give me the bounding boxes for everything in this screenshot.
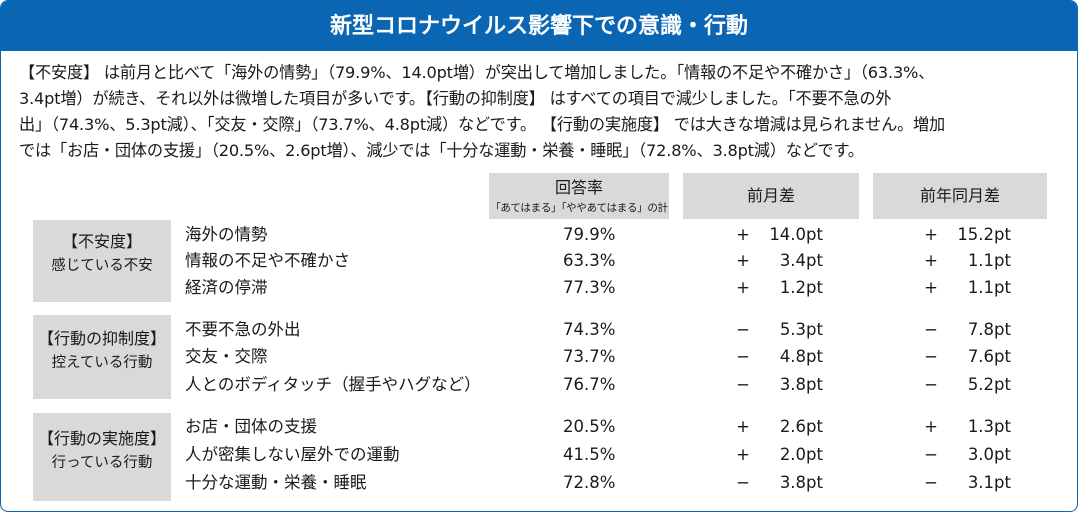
- column-header-prev-year-label: 前年同月差: [919, 186, 1000, 205]
- table-row-item: 海外の情勢: [185, 225, 268, 244]
- table-row-month-value: 14.0pt: [769, 225, 823, 244]
- table-row-item: 不要不急の外出: [185, 320, 301, 339]
- table-row-rate: 41.5%: [563, 445, 616, 464]
- table-row-year-sign: −: [924, 320, 938, 339]
- table-row-year-value: 1.1pt: [967, 251, 1011, 270]
- table-row-year-sign: −: [924, 473, 938, 492]
- table-row-year-value: 1.3pt: [967, 417, 1011, 436]
- table-row-item: 人が密集しない屋外での運動: [185, 445, 400, 464]
- table-row-year-value: 3.1pt: [967, 473, 1011, 492]
- table-row-month-sign: +: [736, 417, 750, 436]
- table-row-month-sign: +: [736, 445, 750, 464]
- table-row-rate: 20.5%: [563, 417, 616, 436]
- table-row-year-value: 5.2pt: [967, 375, 1011, 394]
- table-row-rate: 76.7%: [563, 375, 616, 394]
- table-row-month-sign: +: [736, 251, 750, 270]
- table-row-item: 情報の不足や不確かさ: [185, 251, 350, 270]
- table-row-year-sign: +: [924, 417, 938, 436]
- table-row-year-value: 7.8pt: [967, 320, 1011, 339]
- table-row-year-value: 7.6pt: [967, 347, 1011, 366]
- table-row-month-value: 5.3pt: [779, 320, 823, 339]
- table-row-rate: 73.7%: [563, 347, 616, 366]
- table-row-year-value: 15.2pt: [957, 225, 1011, 244]
- table-row-year-sign: +: [924, 251, 938, 270]
- table-row-year-sign: −: [924, 445, 938, 464]
- category-restraint: 【行動の抑制度】 控えている行動: [33, 315, 171, 399]
- category-restraint-title: 【行動の抑制度】: [37, 329, 166, 348]
- table-row-year-sign: −: [924, 375, 938, 394]
- table-row-month-value: 2.6pt: [779, 417, 823, 436]
- table-row-month-sign: +: [736, 225, 750, 244]
- table-row-year-value: 1.1pt: [967, 278, 1011, 297]
- table-row-item: お店・団体の支援: [185, 417, 317, 436]
- table-row-month-value: 2.0pt: [779, 445, 823, 464]
- table-row-rate: 74.3%: [563, 320, 616, 339]
- table-row-month-sign: −: [736, 473, 750, 492]
- table-row-year-sign: +: [924, 225, 938, 244]
- table-row-year-sign: −: [924, 347, 938, 366]
- table-row-month-value: 4.8pt: [779, 347, 823, 366]
- category-action-subtitle: 行っている行動: [51, 455, 153, 471]
- table-row-month-value: 3.8pt: [779, 375, 823, 394]
- table-row-item: 人とのボディタッチ（握手やハグなど）: [185, 375, 481, 394]
- table-row-item: 交友・交際: [185, 347, 268, 366]
- category-anxiety: 【不安度】 感じている不安: [33, 220, 171, 302]
- column-header-rate-note: 「あてはまる」「ややあてはまる」の計: [490, 202, 668, 214]
- category-action: 【行動の実施度】 行っている行動: [33, 413, 171, 501]
- table-row-rate: 77.3%: [563, 278, 616, 297]
- table-row-month-sign: +: [736, 278, 750, 297]
- column-header-prev-year: 前年同月差: [873, 173, 1047, 219]
- column-header-prev-month: 前月差: [683, 173, 859, 219]
- table-row-item: 経済の停滞: [185, 278, 268, 297]
- table-row-year-value: 3.0pt: [967, 445, 1011, 464]
- table-row-month-sign: −: [736, 347, 750, 366]
- table-row-item: 十分な運動・栄養・睡眠: [185, 473, 367, 492]
- column-header-rate-label: 回答率: [554, 178, 603, 197]
- table-row-month-value: 1.2pt: [779, 278, 823, 297]
- category-anxiety-subtitle: 感じている不安: [51, 258, 153, 274]
- column-header-prev-month-label: 前月差: [746, 186, 795, 205]
- table-row-rate: 72.8%: [563, 473, 616, 492]
- category-restraint-subtitle: 控えている行動: [51, 355, 153, 371]
- category-action-title: 【行動の実施度】: [37, 429, 166, 448]
- table-row-rate: 63.3%: [563, 251, 616, 270]
- table-row-month-sign: −: [736, 320, 750, 339]
- panel-title: 新型コロナウイルス影響下での意識・行動: [1, 1, 1077, 51]
- summary-text: 【不安度】 は前月と比べて「海外の情勢」（79.9%、14.0pt増）が突出して…: [19, 63, 946, 160]
- category-anxiety-title: 【不安度】: [61, 232, 142, 251]
- table-row-month-sign: −: [736, 375, 750, 394]
- table-row-year-sign: +: [924, 278, 938, 297]
- table-row-month-value: 3.4pt: [779, 251, 823, 270]
- table-row-rate: 79.9%: [563, 225, 616, 244]
- table-row-month-value: 3.8pt: [779, 473, 823, 492]
- column-header-rate: 回答率 「あてはまる」「ややあてはまる」の計: [489, 173, 669, 219]
